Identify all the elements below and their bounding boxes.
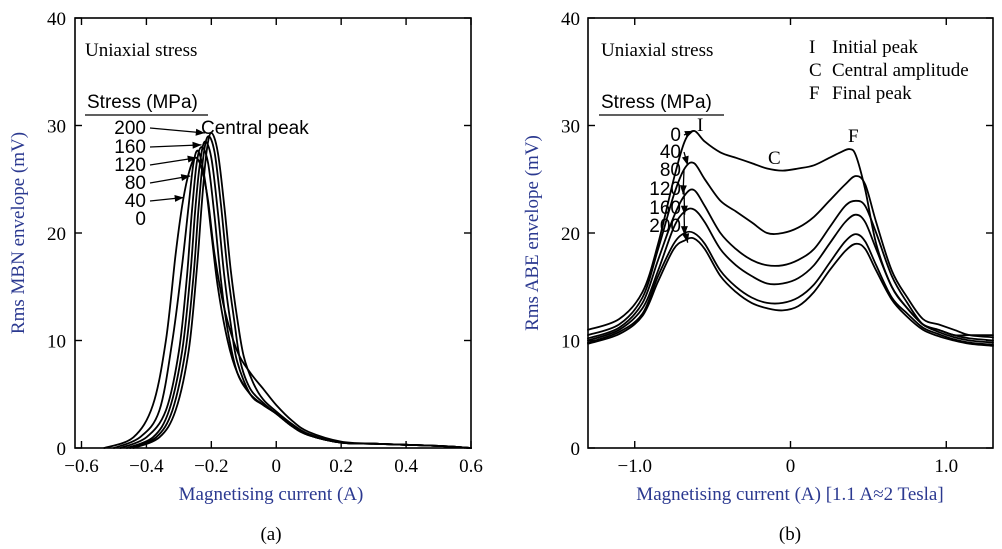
panel-a-series-80-mpa xyxy=(119,146,472,449)
panel-a-ticks: −0.6 −0.4 −0.2 0 0.2 0.4 0.6 0 10 20 30 40 xyxy=(47,9,483,477)
panel-a-arrow-200 xyxy=(149,127,205,134)
panel-a-arrow-160-head xyxy=(192,141,202,149)
panel-a-x-axis-title: Magnetising current (A) xyxy=(179,484,364,505)
panel-a-x-tick-label: −0.4 xyxy=(129,456,164,477)
panel-a-stress-label-40: 40 xyxy=(125,191,146,212)
panel-b-x-axis-title: Magnetising current (A) [1.1 A≈2 Tesla] xyxy=(636,484,943,505)
panel-a-stress-label-80: 80 xyxy=(125,173,146,194)
panel-b-chart: −1.0 0 1.0 0 10 20 30 40 Uniaxial stress Stress… xyxy=(522,9,994,545)
panel-b-x-tick-label: 1.0 xyxy=(934,456,958,477)
panel-b-series-160-mpa xyxy=(587,230,994,346)
panel-a-x-tick-label: −0.6 xyxy=(64,456,98,477)
panel-b-condition-label: Uniaxial stress xyxy=(601,40,713,61)
panel-a-x-tick-label: 0.6 xyxy=(459,456,483,477)
panel-b-label-C: C xyxy=(768,148,781,169)
panel-b-y-tick-label: 30 xyxy=(561,117,580,138)
panel-a-plot-frame xyxy=(74,17,472,449)
panel-b-stress-label-120: 120 xyxy=(649,179,681,200)
panel-b-y-tick-label: 10 xyxy=(561,332,580,353)
panel-a-x-tick-label: 0.4 xyxy=(394,456,418,477)
panel-a-curves xyxy=(103,132,472,449)
panel-b-ticks: −1.0 0 1.0 0 10 20 30 40 xyxy=(561,9,993,477)
panel-a-caption: (a) xyxy=(260,524,281,545)
panel-a-x-tick-label: 0.2 xyxy=(329,456,353,477)
panel-b-arrow-200-head xyxy=(682,233,690,243)
panel-a-x-tick-label: −0.2 xyxy=(194,456,228,477)
panel-a-stress-label-120: 120 xyxy=(114,155,146,176)
panel-a-arrow-200-head xyxy=(195,128,205,136)
panel-b-key-text-C: Central amplitude xyxy=(832,60,969,81)
panel-a-series-0-mpa xyxy=(103,156,472,449)
panel-a-y-tick-label: 40 xyxy=(47,9,66,30)
panel-a-y-axis-title: Rms MBN envelope (mV) xyxy=(8,132,29,334)
panel-b-legend-title: Stress (MPa) xyxy=(601,92,712,113)
panel-b-series-120-mpa xyxy=(587,207,994,344)
panel-a-series-200-mpa xyxy=(132,132,472,449)
panel-a-series-160-mpa xyxy=(129,135,472,449)
panel-b-y-tick-label: 40 xyxy=(561,9,580,30)
panel-b-series-40-mpa xyxy=(587,161,994,339)
panel-a-arrow-40-head xyxy=(174,194,184,202)
panel-b-x-tick-label: −1.0 xyxy=(617,456,651,477)
panel-a-condition-label: Uniaxial stress xyxy=(85,40,197,61)
panel-a-stress-label-160: 160 xyxy=(114,137,146,158)
panel-b-y-tick-label: 20 xyxy=(561,224,580,245)
panel-a-arrow-80-head xyxy=(180,174,191,182)
panel-a-y-tick-label: 20 xyxy=(47,224,66,245)
panel-a-arrow-120-head xyxy=(187,155,197,163)
panel-b-stress-label-80: 80 xyxy=(660,160,681,181)
panel-a-y-tick-label: 10 xyxy=(47,332,66,353)
panel-b-stress-label-40: 40 xyxy=(660,142,681,163)
panel-b-curves xyxy=(587,130,994,347)
panel-b-key-letter-C: C xyxy=(809,60,822,81)
panel-a-x-tick-label: 0 xyxy=(271,456,281,477)
panel-b-label-I: I xyxy=(697,115,703,136)
panel-b-key-letter-I: I xyxy=(809,37,815,58)
panel-b-series-200-mpa xyxy=(587,236,994,347)
panel-b-key-text-I: Initial peak xyxy=(832,37,918,58)
panel-a-peak-label: Central peak xyxy=(201,118,309,139)
panel-b-stress-label-0: 0 xyxy=(670,125,681,146)
panel-b-caption: (b) xyxy=(779,524,801,545)
panel-b-key: I Initial peak C Central amplitude F Final pe… xyxy=(809,37,969,104)
panel-b-arrow-40-head xyxy=(681,155,689,166)
panel-b-label-F: F xyxy=(848,126,859,147)
panel-a-legend-title: Stress (MPa) xyxy=(87,92,198,113)
panel-b-y-axis-title: Rms ABE envelope (mV) xyxy=(522,135,543,331)
panel-b-stress-label-160: 160 xyxy=(649,198,681,219)
panel-a-chart: −0.6 −0.4 −0.2 0 0.2 0.4 0.6 0 10 20 30 40 Uniaxial… xyxy=(8,9,483,545)
panel-a-y-tick-label: 0 xyxy=(57,439,67,460)
panel-a-stress-label-200: 200 xyxy=(114,118,146,139)
panel-a-y-tick-label: 30 xyxy=(47,117,66,138)
panel-b-key-letter-F: F xyxy=(809,83,820,104)
panel-b-key-text-F: Final peak xyxy=(832,83,912,104)
panel-b-x-tick-label: 0 xyxy=(786,456,796,477)
panel-b-stress-label-200: 200 xyxy=(649,216,681,237)
panel-a-stress-label-0: 0 xyxy=(135,209,146,230)
panel-b-arrow-0-head xyxy=(684,130,694,138)
panel-b-y-tick-label: 0 xyxy=(571,439,581,460)
